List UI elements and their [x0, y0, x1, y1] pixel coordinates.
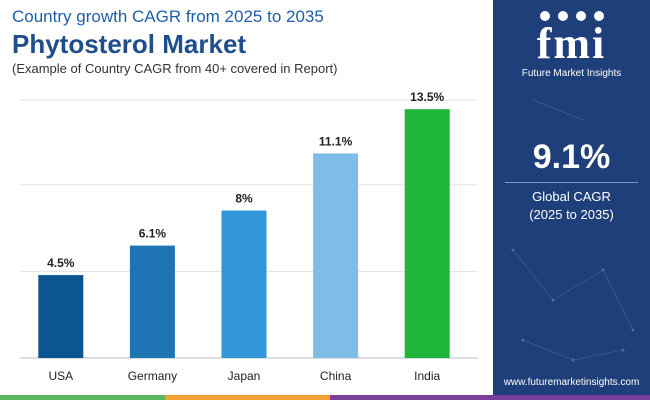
logo-icon-dot [558, 11, 568, 21]
x-tick-label-japan: Japan [228, 369, 261, 383]
bar-germany [129, 245, 175, 358]
data-label-japan: 8% [235, 192, 253, 206]
bottom-strip-orange [165, 395, 330, 400]
global-cagr-label-line2: (2025 to 2035) [529, 207, 614, 222]
data-label-china: 11.1% [319, 134, 353, 148]
logo-icon-dot [540, 11, 550, 21]
decorative-network-pattern [511, 99, 635, 362]
divider [505, 182, 638, 183]
logo-letters: fmi [536, 19, 607, 68]
logo-icon-dot [594, 11, 604, 21]
logo-icons [540, 11, 604, 21]
chart-subtitle: Country growth CAGR from 2025 to 2035 [12, 7, 324, 26]
website-link[interactable]: www.futuremarketinsights.com [503, 377, 640, 388]
x-tick-label-usa: USA [48, 369, 73, 383]
global-cagr-label-line1: Global CAGR [532, 189, 611, 204]
header: Country growth CAGR from 2025 to 2035 Ph… [12, 6, 492, 78]
x-tick-label-china: China [320, 369, 352, 383]
global-cagr-value: 9.1% [532, 138, 611, 176]
bar-japan [221, 210, 267, 358]
bar-chart: 4.5% USA 6.1% Germany 8% Japan 11.1% China 13.5%… [20, 90, 478, 383]
x-tick-label-india: India [414, 369, 440, 383]
data-label-germany: 6.1% [139, 227, 167, 241]
logo: fmi Future Market Insights [493, 6, 650, 80]
bar-india [404, 109, 450, 358]
logo-icon-dot [576, 11, 586, 21]
bottom-strip-purple [330, 395, 650, 400]
sidebar-panel: fmi Future Market Insights 9.1% Global C… [493, 0, 650, 400]
chart-title: Phytosterol Market [12, 29, 247, 59]
logo-subtitle: Future Market Insights [521, 68, 622, 79]
bar-china [313, 153, 359, 358]
bar-usa [38, 275, 84, 358]
data-label-india: 13.5% [410, 90, 444, 104]
chart-note: (Example of Country CAGR from 40+ covere… [12, 61, 338, 76]
data-label-usa: 4.5% [47, 256, 75, 270]
global-cagr-label: Global CAGR (2025 to 2035) [493, 188, 650, 224]
x-tick-label-germany: Germany [128, 369, 177, 383]
bottom-strip-green [0, 395, 165, 400]
